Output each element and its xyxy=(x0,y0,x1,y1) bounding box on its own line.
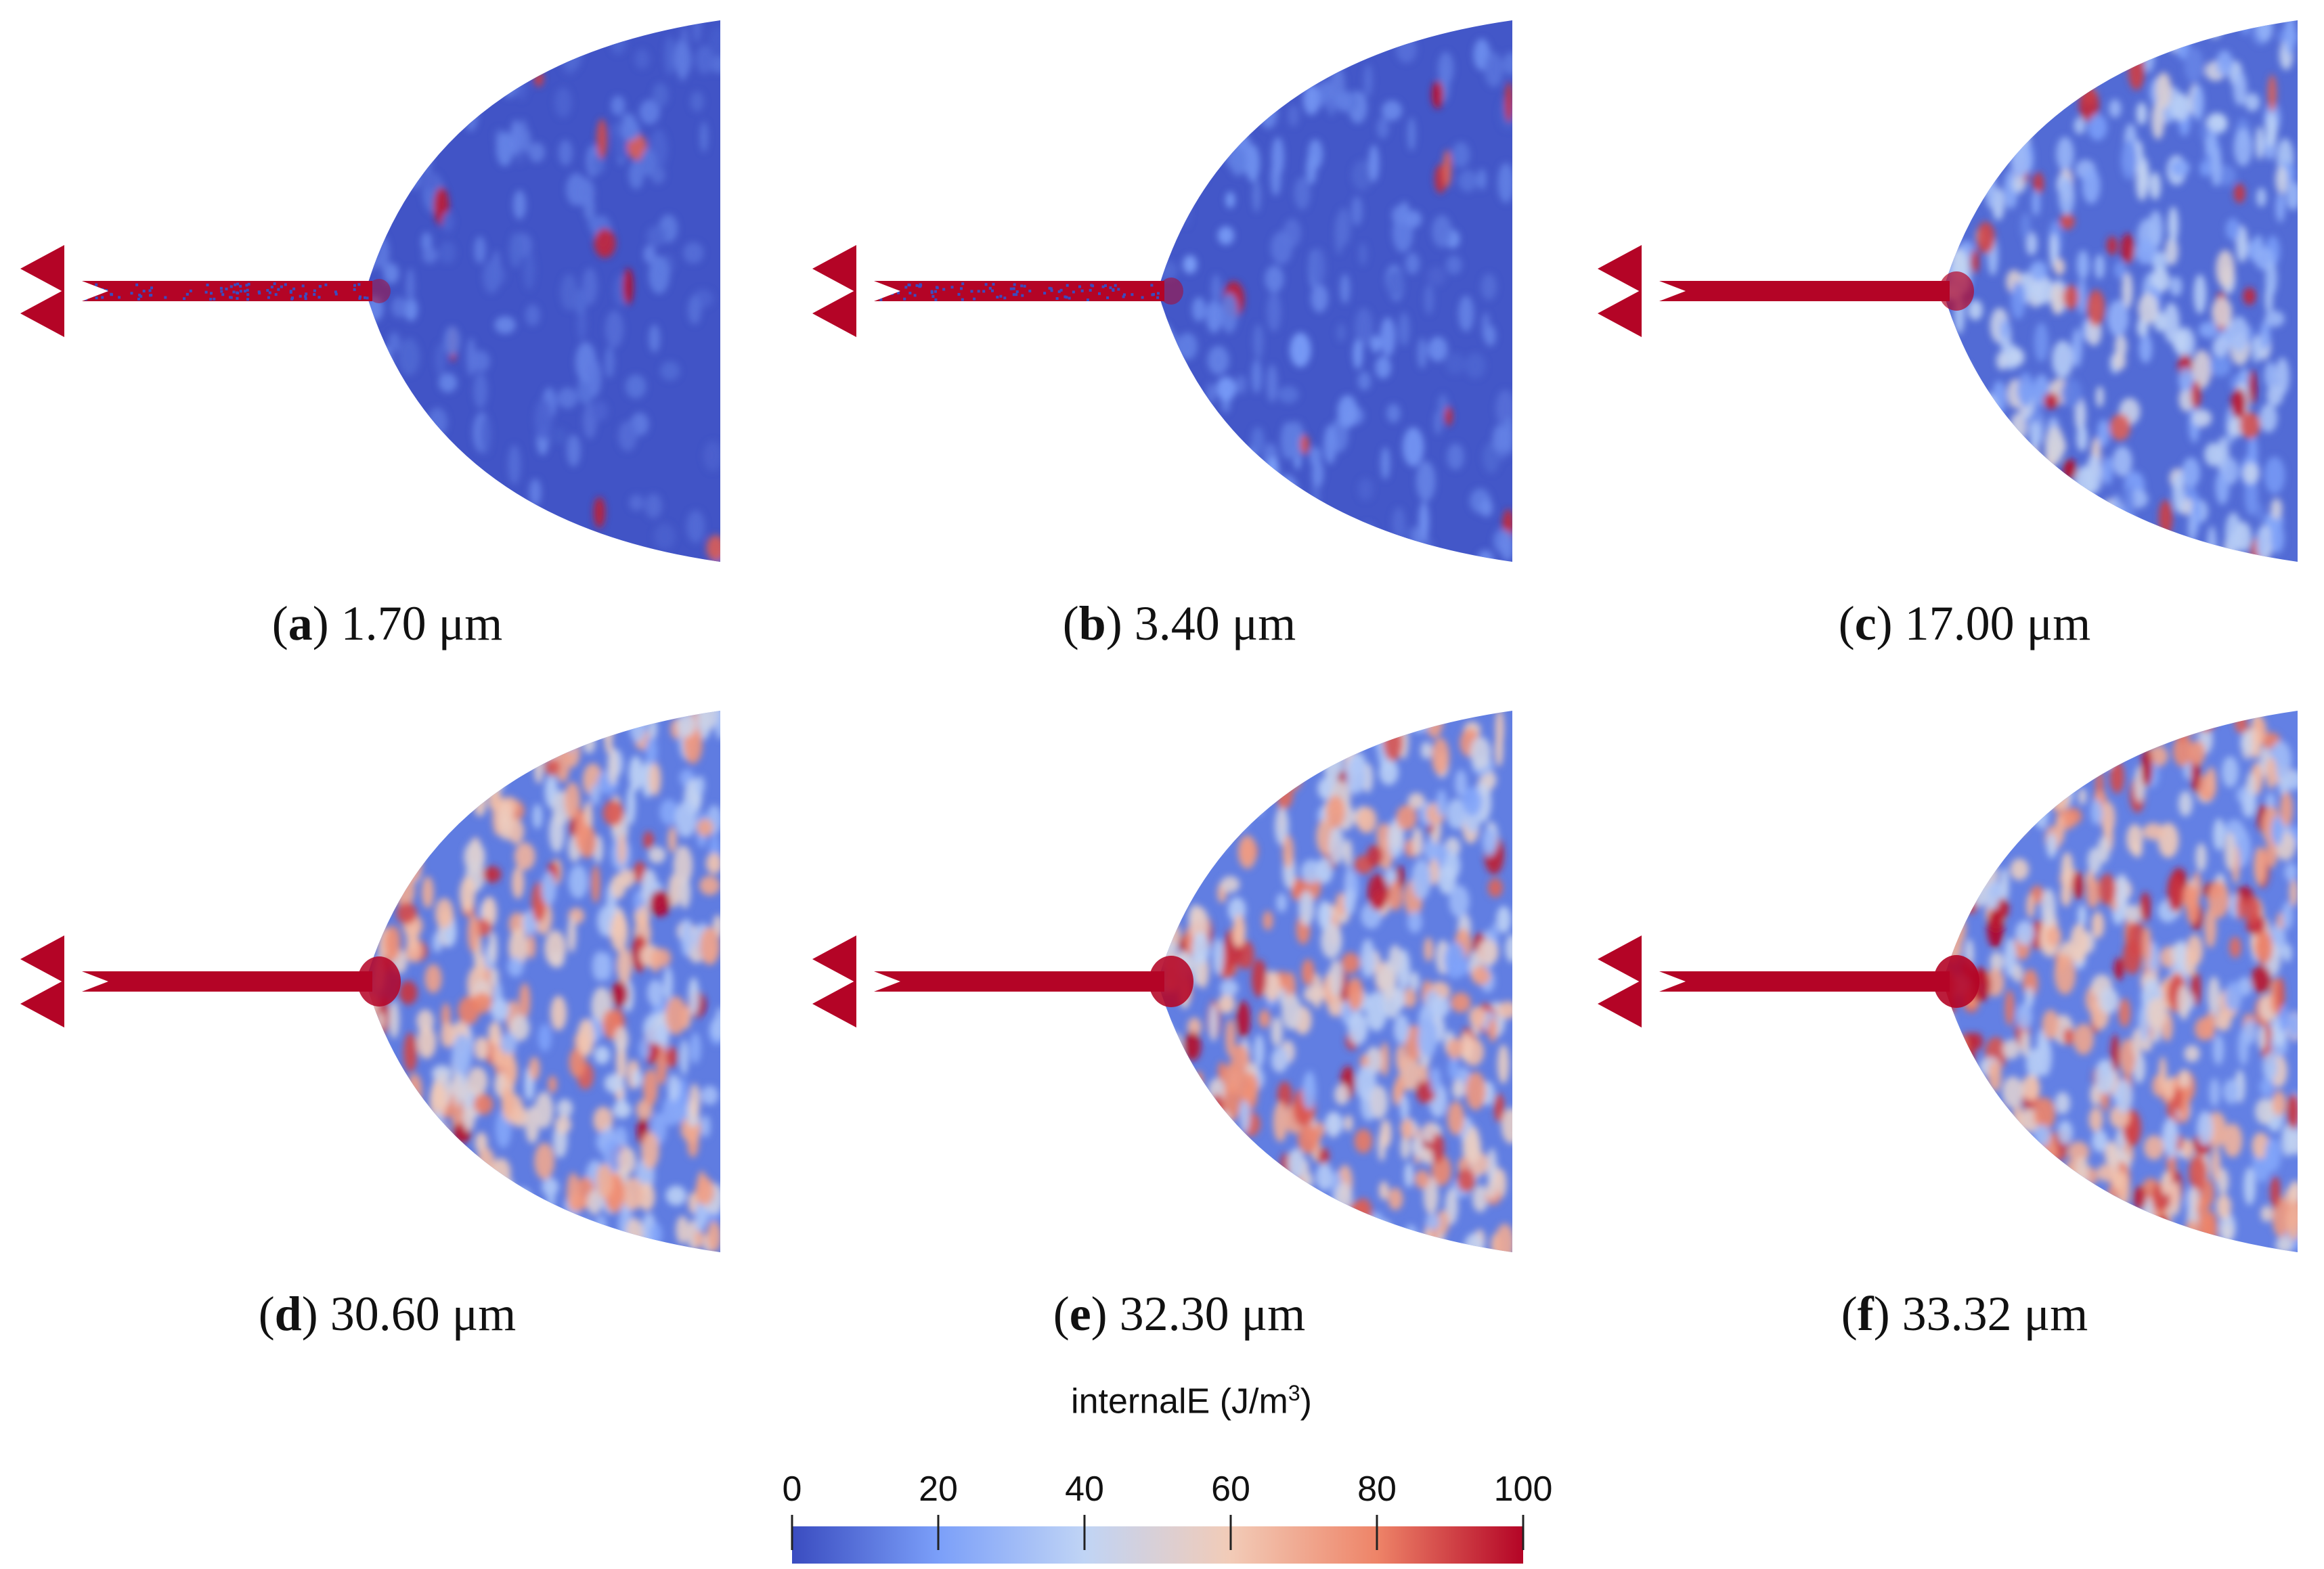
arrowhead-lower xyxy=(20,980,64,1027)
junction-hotspot xyxy=(1159,278,1183,305)
panel-value: 1.70 μm xyxy=(341,596,503,650)
panel-e: (e) 32.30 μm xyxy=(792,690,1566,1375)
colorbar-tick-label: 60 xyxy=(1211,1469,1250,1509)
arrowhead-upper xyxy=(20,245,64,292)
colorbar-title: internalE (J/m3) xyxy=(1071,1381,1312,1421)
panel-f: (f) 33.32 μm xyxy=(1577,690,2324,1375)
panel-caption-a: (a) 1.70 μm xyxy=(271,596,503,650)
junction-hotspot xyxy=(368,279,391,303)
colorbar-tick-label: 0 xyxy=(782,1469,802,1509)
junction-hotspot xyxy=(1933,955,1979,1008)
panel-letter: c xyxy=(1854,596,1877,650)
panel-c: (c) 17.00 μm xyxy=(1577,0,2324,685)
panel-letter: d xyxy=(274,1287,302,1341)
junction-hotspot xyxy=(357,956,401,1007)
arrowhead-lower xyxy=(20,290,64,337)
arrowhead-upper xyxy=(812,935,856,983)
arrowhead-lower xyxy=(812,980,856,1027)
panel-letter: a xyxy=(288,596,313,650)
colorbar-scale: 0 20 40 60 80 100 xyxy=(745,1435,1557,1566)
stem-texture xyxy=(871,282,1160,301)
arrowhead-upper xyxy=(20,935,64,983)
channel-stem xyxy=(68,971,372,992)
colorbar-tick-label: 80 xyxy=(1357,1469,1397,1509)
panel-caption-d: (d) 30.60 μm xyxy=(258,1287,517,1341)
channel-stem xyxy=(1645,281,1950,301)
panel-a: (a) 1.70 μm xyxy=(0,0,774,685)
field-plot-d xyxy=(20,711,720,1252)
panel-caption-e: (e) 32.30 μm xyxy=(1053,1287,1306,1341)
panel-b: (b) 3.40 μm xyxy=(792,0,1566,685)
colorbar-tick-label: 100 xyxy=(1493,1469,1553,1509)
panel-value: 32.30 μm xyxy=(1119,1287,1306,1341)
channel-stem xyxy=(1645,971,1950,992)
field-plot-e xyxy=(812,711,1512,1252)
channel-stem xyxy=(860,971,1164,992)
arrowhead-upper xyxy=(1598,935,1642,983)
field-plot-a xyxy=(20,20,720,562)
colorbar-tick-label: 40 xyxy=(1065,1469,1104,1509)
field-plot-b xyxy=(812,20,1512,562)
field-plot-f xyxy=(1598,711,2298,1252)
arrowhead-lower xyxy=(812,290,856,337)
arrowhead-upper xyxy=(1598,245,1642,292)
panel-letter: e xyxy=(1069,1287,1091,1341)
energy-field xyxy=(1943,711,2298,1252)
colorbar-tick-label: 20 xyxy=(919,1469,958,1509)
colorbar-gradient xyxy=(791,1515,1525,1564)
panel-value: 30.60 μm xyxy=(330,1287,517,1341)
panel-value: 17.00 μm xyxy=(1904,596,2091,650)
panel-caption-f: (f) 33.32 μm xyxy=(1841,1287,2088,1341)
arrowhead-lower xyxy=(1598,980,1642,1027)
panel-value: 3.40 μm xyxy=(1134,596,1296,650)
junction-hotspot xyxy=(1149,956,1193,1007)
panel-value: 33.32 μm xyxy=(1902,1287,2088,1341)
colorbar: internalE (J/m3) 0 20 40 60 80 100 xyxy=(745,1381,1557,1566)
panel-caption-b: (b) 3.40 μm xyxy=(1062,596,1296,650)
panel-caption-c: (c) 17.00 μm xyxy=(1838,596,2091,650)
panel-letter: b xyxy=(1078,596,1106,650)
panel-d: (d) 30.60 μm xyxy=(0,690,774,1375)
panel-letter: f xyxy=(1857,1287,1874,1341)
arrowhead-lower xyxy=(1598,290,1642,337)
field-plot-c xyxy=(1598,20,2298,562)
arrowhead-upper xyxy=(812,245,856,292)
